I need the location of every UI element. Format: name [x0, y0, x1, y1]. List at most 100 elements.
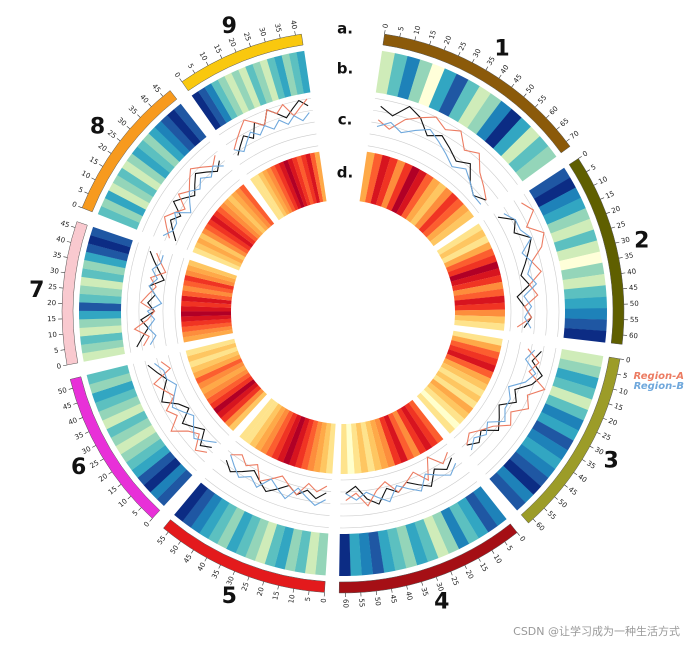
heatmap-cell: [194, 242, 242, 268]
tick-label: 40: [196, 561, 207, 573]
heatmap-cell: [386, 53, 408, 97]
tick-mark: [63, 364, 68, 367]
line: [230, 454, 328, 496]
heatmap-cell: [239, 398, 275, 441]
heatmap-cell: [562, 273, 606, 290]
tick-label: 15: [604, 190, 615, 201]
heatmap-cell: [401, 173, 434, 220]
tick-label: 45: [62, 401, 73, 411]
heatmap-cell: [115, 424, 157, 455]
heatmap-cell: [79, 293, 122, 304]
heatmap-cell: [358, 532, 374, 576]
heatmap-cell: [428, 68, 457, 112]
heatmap-cell: [182, 329, 234, 343]
heatmap-cell: [452, 330, 503, 346]
line: [147, 364, 212, 448]
tick-label: 10: [492, 553, 504, 565]
heatmap-cell: [381, 159, 406, 209]
heatmap-cell: [448, 344, 498, 366]
heatmap-cell: [207, 218, 252, 251]
heatmap-cell: [235, 187, 272, 229]
heatmap-cell: [454, 320, 505, 331]
tick-label: 20: [97, 472, 109, 484]
tick-mark: [71, 226, 76, 228]
tick-mark: [391, 588, 393, 593]
track-grid: [179, 352, 230, 436]
heatmap-cell: [450, 268, 501, 287]
heatmap-cell: [391, 165, 421, 214]
tick-mark: [138, 507, 142, 511]
tick-mark: [116, 138, 121, 142]
tick-mark: [218, 564, 221, 569]
heatmap-cell: [453, 281, 504, 296]
heatmap-cell: [550, 218, 594, 243]
tick-label: 35: [210, 569, 221, 581]
track-grid: [513, 200, 548, 336]
heatmap-cell: [274, 163, 299, 211]
tick-mark: [92, 445, 96, 448]
heatmap-cell: [549, 385, 593, 411]
heatmap-cell: [438, 366, 485, 397]
heatmap-cell: [200, 365, 247, 395]
heatmap-cell: [534, 177, 576, 208]
heatmap-cell: [396, 525, 418, 569]
track-grid: [340, 462, 463, 505]
heatmap-cell: [350, 423, 362, 474]
heatmap-cell: [266, 167, 293, 214]
track-grid: [523, 193, 560, 337]
tick-label: 5: [590, 163, 598, 172]
tick-mark: [99, 164, 103, 167]
heatmap-cell: [563, 327, 607, 343]
tick-label: 55: [156, 534, 168, 546]
heatmap-cell: [213, 210, 256, 245]
heatmap-cell: [563, 285, 607, 300]
heatmap-cell: [375, 50, 396, 95]
track-grid: [204, 477, 329, 528]
tick-label: 45: [567, 485, 579, 497]
tick-label: 15: [478, 561, 489, 573]
ideogram: [382, 33, 571, 154]
tick-mark: [436, 576, 438, 581]
heatmap-cell: [430, 210, 474, 247]
tick-label: 30: [435, 581, 446, 592]
track-grid: [232, 121, 315, 155]
heatmap-cell: [88, 234, 131, 255]
heatmap-cell: [307, 421, 323, 472]
heatmap-cell: [560, 349, 604, 368]
heatmap-cell: [472, 486, 507, 527]
heatmap-cell: [181, 290, 233, 301]
line: [230, 454, 326, 507]
heatmap-cell: [359, 151, 375, 203]
heatmap-cell: [564, 308, 607, 320]
heatmap-cell: [440, 362, 488, 392]
tick-label: 50: [169, 544, 181, 556]
heatmap-cell: [249, 403, 283, 448]
heatmap-cell: [508, 136, 549, 173]
heatmap-cell: [143, 457, 181, 493]
tick-label: 40: [576, 473, 588, 485]
track-grid: [212, 468, 330, 516]
ideogram: [69, 376, 161, 519]
heatmap-cell: [217, 76, 244, 117]
heatmap-cell: [192, 354, 241, 379]
line: [376, 121, 482, 205]
tick-label: 5: [186, 62, 195, 70]
tick-mark: [458, 52, 461, 56]
tick-mark: [149, 518, 153, 522]
tick-mark: [578, 156, 582, 159]
heatmap-cell: [231, 69, 256, 111]
heatmap-cell: [552, 376, 596, 400]
heatmap-cell: [503, 458, 542, 495]
tick-mark: [620, 358, 625, 360]
heatmap-cell: [454, 302, 505, 311]
heatmap-cell: [245, 63, 267, 106]
heatmap-cell: [360, 421, 376, 473]
tick-label: 20: [227, 37, 238, 48]
tick-label: 45: [182, 553, 194, 565]
line: [225, 459, 327, 500]
tick-mark: [160, 93, 164, 97]
tick-label: 10: [597, 175, 609, 186]
heatmap-cell: [440, 507, 470, 550]
heatmap-cell: [181, 305, 232, 312]
tick-mark: [60, 349, 65, 351]
